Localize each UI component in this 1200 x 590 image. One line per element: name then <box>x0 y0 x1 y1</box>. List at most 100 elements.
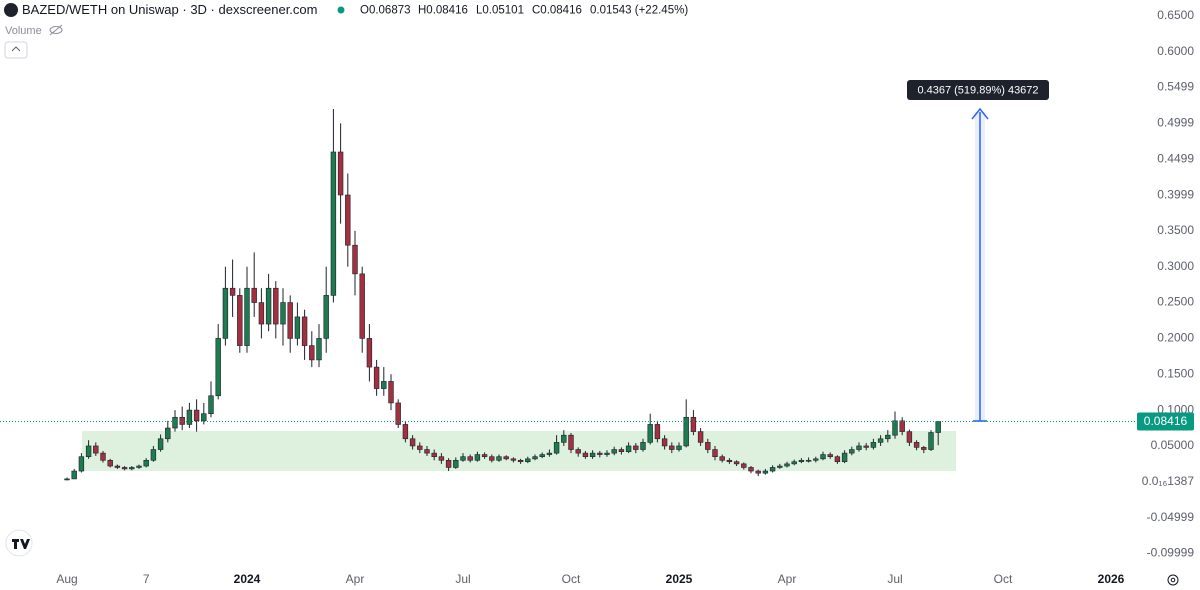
candle-body <box>93 445 99 454</box>
candle-body <box>561 434 567 443</box>
candle-body <box>424 449 430 454</box>
candle-body <box>517 459 524 463</box>
y-tick-label: 0.2500 <box>1157 295 1194 309</box>
hide-icon[interactable] <box>49 24 63 36</box>
ohlc-change: 0.01543 (+22.45%) <box>590 5 688 17</box>
candle-body <box>654 424 661 440</box>
candle-body <box>741 463 747 468</box>
candle-body <box>525 458 531 463</box>
candle-body <box>237 295 243 346</box>
candle-body <box>546 452 553 455</box>
candles <box>64 108 941 481</box>
candle-body <box>813 458 819 461</box>
candle-body <box>885 434 891 440</box>
candle-body <box>928 432 934 450</box>
candle-body <box>863 445 869 448</box>
candle-body <box>582 452 589 458</box>
candle-body <box>870 442 877 448</box>
y-tick-label: 0.5499 <box>1157 80 1194 94</box>
x-tick-label: Oct <box>994 572 1013 586</box>
candle-body <box>618 449 625 452</box>
candle-body <box>64 478 70 481</box>
candle-body <box>71 470 77 480</box>
candle-body <box>165 427 171 440</box>
candle-body <box>935 421 941 433</box>
candle-body <box>417 445 423 450</box>
candle-body <box>892 420 898 436</box>
candle-body <box>150 449 157 461</box>
x-tick-label: 2024 <box>234 572 261 586</box>
candle-body <box>906 431 913 443</box>
settings-button[interactable] <box>1167 574 1179 586</box>
candle-body <box>215 338 221 397</box>
y-tick-label: 0.0₁₆1387 <box>1142 474 1195 488</box>
candle-body <box>820 454 826 460</box>
candle-body <box>676 445 682 450</box>
candle-body <box>107 459 113 467</box>
candle-body <box>301 316 308 346</box>
symbol-icon <box>4 3 18 17</box>
y-tick-label: 0.6000 <box>1157 44 1194 58</box>
candle-body <box>280 302 286 325</box>
y-tick-label: 0.3500 <box>1157 223 1194 237</box>
candle-body <box>798 459 805 463</box>
y-tick-label: 0.4499 <box>1157 151 1194 165</box>
candle-body <box>553 442 560 454</box>
candle-body <box>258 302 265 325</box>
candle-body <box>402 424 409 440</box>
candle-body <box>129 467 135 470</box>
candle-body <box>748 467 754 472</box>
candle-body <box>849 449 855 454</box>
y-tick-label: -0.04999 <box>1147 510 1195 524</box>
candle-body <box>589 452 596 458</box>
collapse-icon <box>11 46 21 52</box>
candle-body <box>899 420 905 432</box>
candle-body <box>330 151 337 296</box>
candle-body <box>316 338 322 361</box>
ohlc-high: H0.08416 <box>418 5 468 17</box>
candle-body <box>186 409 193 425</box>
chart-title: BAZED/WETH on Uniswap · 3D · dexscreener… <box>22 2 317 17</box>
candle-body <box>373 366 380 389</box>
candle-body <box>496 456 502 461</box>
candle-body <box>179 416 185 425</box>
candle-body <box>100 452 106 461</box>
collapse-button[interactable] <box>4 41 28 59</box>
candle-body <box>244 287 250 346</box>
candle-body <box>294 316 301 339</box>
candle-body <box>733 461 740 465</box>
last-price-box <box>1137 412 1194 431</box>
candle-body <box>719 456 725 461</box>
ohlc-low: L0.05101 <box>476 5 524 17</box>
candle-body <box>460 456 466 461</box>
y-tick-label: 0.2000 <box>1157 331 1194 345</box>
candle-body <box>359 273 365 339</box>
candle-body <box>532 456 538 460</box>
y-tick-label: 0.6500 <box>1157 8 1194 22</box>
y-tick-label: 0.3999 <box>1157 187 1194 201</box>
candle-body <box>114 465 121 468</box>
range-box <box>82 431 956 471</box>
x-tick-label: Oct <box>562 572 581 586</box>
y-tick-label: 0.05000 <box>1151 438 1195 452</box>
y-tick-label: 0.3000 <box>1157 259 1194 273</box>
candle-body <box>431 452 437 458</box>
candle-body <box>841 452 848 463</box>
y-tick-label: -0.09999 <box>1147 546 1195 560</box>
candle-body <box>251 287 257 303</box>
candle-body <box>683 416 689 447</box>
candle-body <box>121 467 128 470</box>
measure-label-box <box>907 80 1049 100</box>
x-tick-label: Apr <box>346 572 365 586</box>
candle-body <box>287 302 293 339</box>
logo[interactable] <box>5 529 33 557</box>
candle-body <box>85 445 92 458</box>
candle-body <box>337 151 344 196</box>
candle-body <box>193 409 200 422</box>
candle-body <box>273 287 279 325</box>
candle-body <box>777 465 783 468</box>
candle-body <box>921 447 927 450</box>
measure-arrowhead <box>971 107 989 120</box>
candle-body <box>445 459 452 468</box>
candle-body <box>366 338 373 368</box>
